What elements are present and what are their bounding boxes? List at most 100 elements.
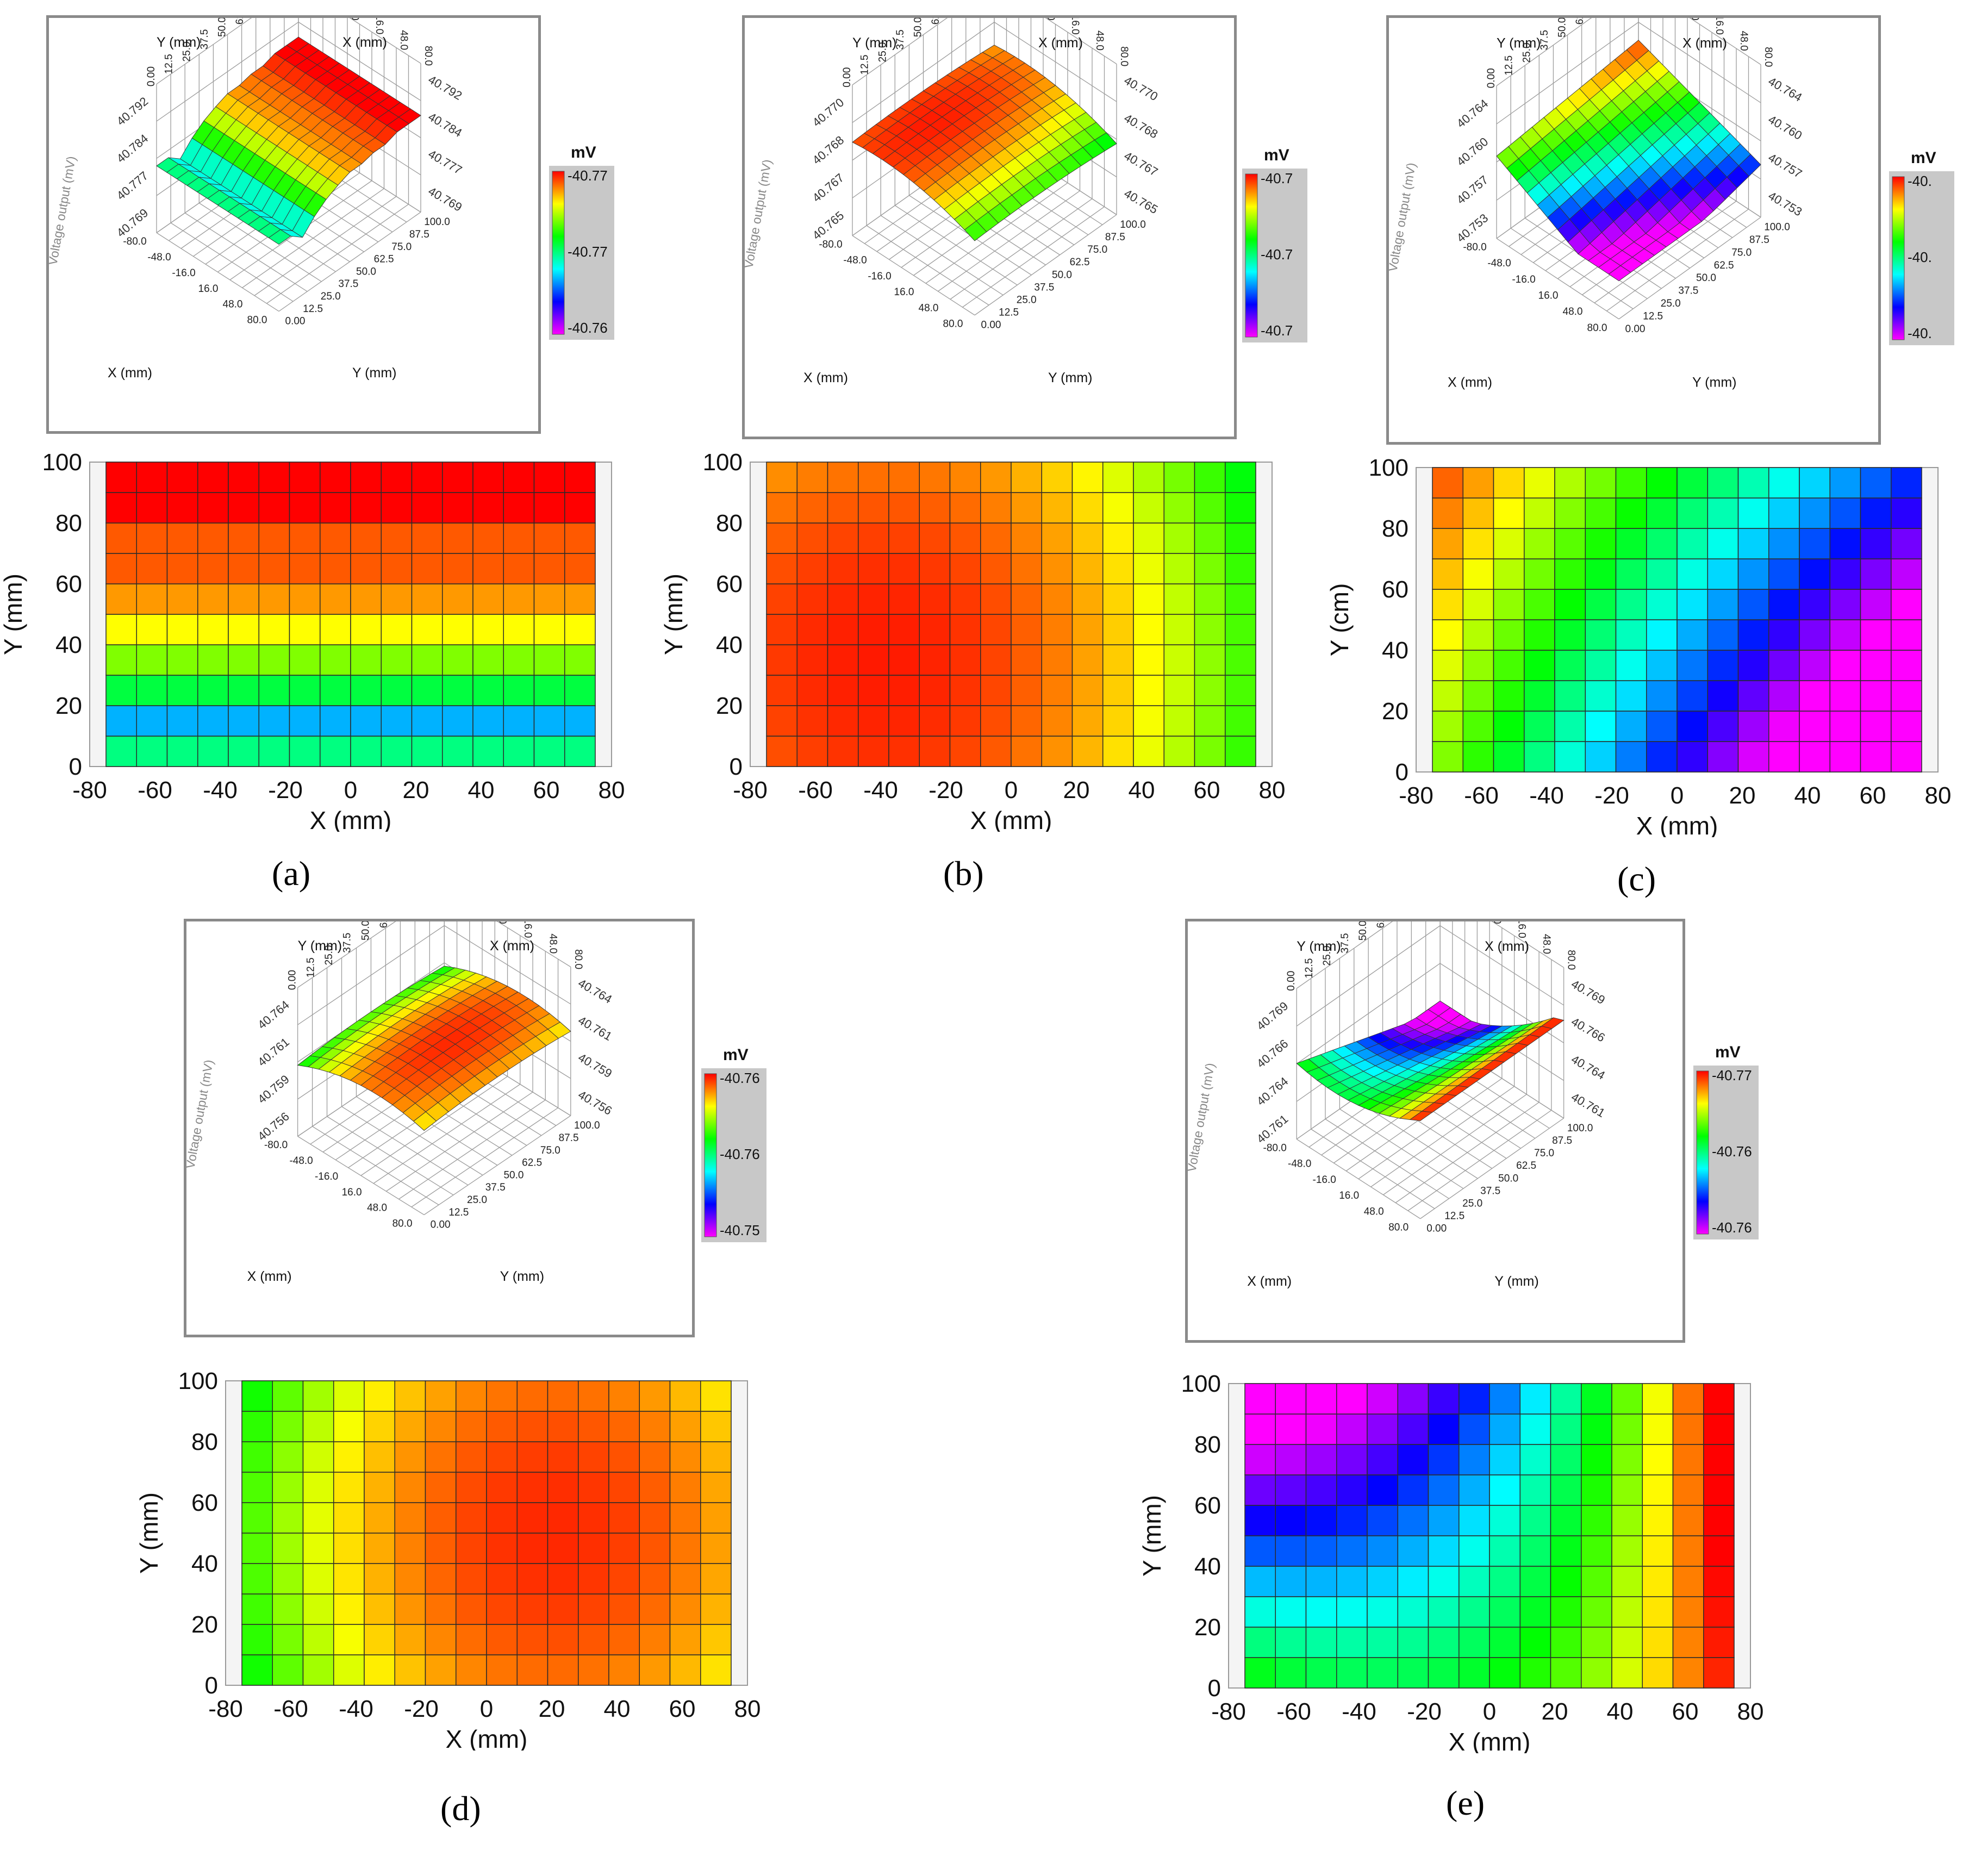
heatmap-cell [136, 644, 168, 676]
x-tick-label: -20 [404, 1696, 439, 1722]
heatmap-cell [1428, 1627, 1460, 1658]
x-tick-label-top: 16.0 [1713, 18, 1725, 35]
heatmap-cell [320, 492, 351, 524]
heatmap-cell [1737, 619, 1769, 651]
x-tick-label: -80 [733, 777, 768, 803]
colorbar-gradient [704, 1073, 717, 1237]
y-tick-label: 0 [1395, 759, 1409, 786]
heatmap-cell [888, 614, 920, 645]
heatmap-cell [1550, 1444, 1582, 1475]
heatmap-cell [1432, 467, 1463, 499]
heatmap-cell [350, 492, 382, 524]
heatmap-cell [105, 614, 137, 645]
heatmap-cell [442, 583, 473, 615]
z-tick-label: 40.767 [810, 171, 847, 204]
heatmap-cell [1133, 705, 1164, 737]
x-tick-label: 60 [669, 1696, 696, 1722]
heatmap-cell [1432, 741, 1463, 773]
heatmap-cell [1707, 711, 1739, 742]
x-tick-label-top: 80.0 [572, 949, 584, 969]
heatmap-cell [1397, 1444, 1429, 1475]
heatmap-cell [1615, 711, 1647, 742]
heatmap-cell [1737, 528, 1769, 559]
z-tick-label: 40.777 [114, 169, 151, 202]
heatmap-cell [1459, 1505, 1490, 1536]
z-tick-label: 40.764 [1254, 1074, 1291, 1108]
x-tick-label: 80 [1925, 782, 1952, 809]
y-tick-label: 50.0 [503, 1169, 524, 1181]
heatmap-cell [766, 583, 797, 615]
surface-plot-c: -80.0-80.0-48.0-48.0-16.0-16.016.016.048… [1386, 15, 1881, 445]
x-tick-label: 80.0 [247, 315, 267, 326]
heatmap-cell [919, 522, 951, 554]
heatmap-cell [1891, 497, 1922, 529]
y-tick-label: 0 [1208, 1675, 1221, 1702]
y-tick-label: 100 [1369, 457, 1409, 481]
heatmap-cell [700, 1502, 732, 1534]
heatmap-cell [1672, 1535, 1704, 1567]
z-tick-label-right: 40.761 [576, 1013, 614, 1043]
heatmap-cell [197, 583, 229, 615]
heatmap-cell [1646, 467, 1678, 499]
heatmap-cell [700, 1533, 732, 1564]
heatmap-cell [228, 583, 259, 615]
heatmap-cell [1554, 741, 1586, 773]
heatmap-cell [858, 522, 889, 554]
heatmap-cell [1611, 1444, 1643, 1475]
y-tick-label-top: 12.5 [1304, 958, 1315, 979]
z-tick-label-right: 40.764 [1766, 74, 1805, 104]
heatmap-cell [1397, 1505, 1429, 1536]
heatmap-cell [1829, 589, 1861, 620]
heatmap-cell [1305, 1474, 1337, 1506]
heatmap-cell [1585, 711, 1617, 742]
heatmap-cell [1672, 1383, 1704, 1415]
heatmap-cell [1768, 528, 1800, 559]
y-tick-label: 40 [1382, 637, 1409, 664]
heatmap-cell [442, 522, 473, 554]
heatmap-cell [1585, 650, 1617, 681]
heatmap-cell [1829, 741, 1861, 773]
heatmap-cell [1524, 497, 1555, 529]
heatmap-cell [980, 736, 1012, 767]
heatmap-cell [796, 492, 828, 524]
heatmap-cell [136, 462, 168, 493]
heatmap-cell [669, 1472, 701, 1503]
heatmap-cell [1163, 462, 1195, 493]
heatmap-cell [1071, 553, 1104, 584]
heatmap-cell [1336, 1535, 1368, 1567]
heatmap-cell [503, 705, 535, 737]
heatmap-cell [258, 705, 290, 737]
heatmap-cell [1707, 467, 1739, 499]
colorbar-mid-label: -40. [1908, 249, 1932, 265]
y-tick-label: 75.0 [1087, 244, 1107, 256]
heatmap-cell [503, 492, 535, 524]
heatmap-cell [1432, 589, 1463, 620]
heatmap-cell [1737, 497, 1769, 529]
y-tick-label: 80 [55, 510, 82, 537]
heatmap-cell [858, 736, 889, 767]
heatmap-cell [980, 614, 1012, 645]
heatmap-cell [1462, 528, 1494, 559]
z-tick-label-right: 40.759 [576, 1050, 614, 1080]
heatmap-cell [1041, 705, 1073, 737]
x-tick-label: 16.0 [1339, 1190, 1359, 1201]
x-tick-label: -48.0 [1487, 258, 1511, 269]
x-tick-label: -48.0 [843, 255, 867, 266]
z-tick-label-right: 40.764 [576, 976, 614, 1006]
y-axis-label: Y (mm) [0, 574, 27, 655]
heatmap-cell [1585, 558, 1617, 590]
heatmap-cell [1524, 619, 1555, 651]
y-tick-label: 75.0 [540, 1145, 560, 1156]
y-tick-label: 87.5 [1552, 1135, 1572, 1147]
heatmap-cell [105, 553, 137, 584]
heatmap-cell [1432, 711, 1463, 742]
heatmap-cell [1011, 705, 1042, 737]
heatmap-cell [442, 644, 473, 676]
heatmap-cell [1737, 711, 1769, 742]
y-tick-label-top: 12.5 [859, 55, 871, 75]
heatmap-cell [503, 644, 535, 676]
heatmap-cell [503, 462, 535, 493]
heatmap-cell [1305, 1535, 1337, 1567]
heatmap-cell [1642, 1444, 1674, 1475]
heatmap-cell [289, 583, 321, 615]
